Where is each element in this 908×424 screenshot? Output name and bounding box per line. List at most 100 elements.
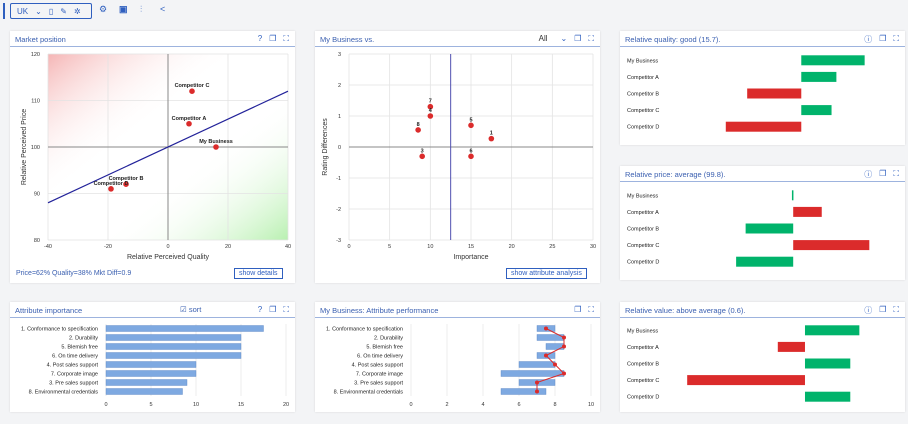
show-details-button[interactable]: show details [234,268,283,279]
my-business-vs-panel: My Business vs. All ⌄ ❐ ⛶ 0 5 10 15 20 25 30 -3-… [315,31,600,283]
relative-quality-chart: My Business Competitor A Competitor B Compe… [627,55,865,132]
my-business-point [562,344,566,349]
category-label: Competitor A [627,75,659,81]
bar [105,325,264,332]
category-label: 7. Corporate image [51,372,98,378]
relative-price-panel: Relative price: average (99.8). ⓘ ❐ ⛶ My B… [620,166,905,280]
country-selector[interactable]: UK ⌄ ▯ ✎ ✲ [10,3,92,19]
x-tick-label: 5 [388,244,391,250]
info-icon[interactable]: ⓘ [864,306,873,315]
range-bar [518,361,556,368]
x-tick-label: 30 [590,244,596,250]
expand-icon[interactable]: ⛶ [893,34,899,43]
help-icon[interactable]: ? [257,305,263,314]
copy-icon[interactable]: ❐ [879,305,887,314]
checkbox-icon[interactable]: ☑ [180,305,187,314]
pencil-icon[interactable]: ✎ [60,6,67,16]
bar [801,71,837,82]
x-tick-label: 20 [225,244,231,250]
bar [801,105,832,116]
value-equivalence-line [47,90,289,204]
chevron-down-icon[interactable]: ⌄ [35,6,42,16]
category-label: Competitor C [627,108,659,114]
range-bar [500,370,565,377]
attribute-importance-chart: 0 5 10 15 20 1. Conformance to specification 2… [21,324,289,408]
category-label: 8. Environmental credentials [29,390,99,396]
excel-icon[interactable]: ▣ [119,4,128,14]
category-label: Competitor B [627,362,659,368]
x-tick-label: 0 [347,244,350,250]
info-icon[interactable]: ⓘ [864,170,873,179]
category-label: Competitor D [627,260,659,266]
data-point [186,120,192,127]
point-label: 3 [421,148,424,154]
copy-icon[interactable]: ❐ [879,169,887,178]
category-label: 2. Durability [69,336,98,342]
category-label: 6. On time delivery [52,354,98,360]
bar [105,334,242,341]
category-label: 4. Post sales support [352,363,404,369]
market-stats: Price=62% Quality=38% Mkt Diff=0.9 [16,270,132,277]
data-point [213,144,219,150]
x-tick-label: 20 [509,244,515,250]
toolbar-divider [3,3,5,19]
expand-icon[interactable]: ⛶ [893,169,899,178]
y-tick-label: -2 [336,207,341,213]
gear-icon[interactable]: ⚙ [99,4,108,14]
panel-title: Attribute importance [15,306,83,315]
copy-icon[interactable]: ❐ [269,34,277,43]
bar [105,388,183,395]
sliders-icon[interactable]: ⫶ [140,4,143,14]
x-tick-label: 0 [104,402,107,408]
point-label: Competitor A [172,116,207,122]
rating-difference-chart: 0 5 10 15 20 25 30 -3 -2 -1 0 1 2 3 7 4 8 5 1 3 6 Importance R… [322,52,596,261]
category-label: Competitor D [627,125,659,131]
y-tick-label: 100 [31,145,40,151]
copy-icon[interactable]: ❐ [269,305,277,314]
category-label: Competitor B [627,227,659,233]
expand-icon[interactable]: ⛶ [283,34,289,43]
data-point [427,103,434,110]
copy-icon[interactable]: ❐ [574,305,582,314]
expand-icon[interactable]: ⛶ [588,305,594,314]
attribute-performance-chart: 0 2 4 6 8 10 1. Conformance to specification 2.… [326,324,594,408]
sort-toggle[interactable]: ☑ sort [180,305,201,314]
y-axis-title: Rating Differences [322,118,329,176]
x-tick-label: 40 [285,244,291,250]
category-label: My Business [627,193,658,199]
data-point [123,181,129,187]
copy-icon[interactable]: ❐ [574,34,582,43]
y-tick-label: 90 [34,192,40,198]
competitor-filter[interactable]: All [538,34,548,43]
bar [687,375,805,386]
show-attribute-analysis-button[interactable]: show attribute analysis [506,268,587,279]
expand-icon[interactable]: ⛶ [283,305,289,314]
expand-icon[interactable]: ⛶ [588,34,594,43]
chevron-down-icon[interactable]: ⌄ [560,34,568,43]
category-label: My Business [627,328,658,334]
bar [105,352,242,359]
data-point [468,122,474,129]
y-tick-label: 2 [338,83,341,89]
sort-label: sort [188,305,202,314]
bar [736,256,794,267]
x-tick-label: -40 [44,244,52,250]
document-icon[interactable]: ▯ [48,6,54,16]
y-tick-label: -1 [336,176,341,182]
expand-icon[interactable]: ⛶ [893,305,899,314]
category-label: Competitor C [627,378,659,384]
copy-icon[interactable]: ❐ [879,34,887,43]
data-point [468,153,474,160]
share-icon[interactable]: < [160,4,166,14]
market-position-chart: -40 -20 0 20 40 80 90 100 110 120 Competitor C Comp… [21,52,291,261]
category-label: 7. Corporate image [356,372,403,378]
info-icon[interactable]: ⓘ [864,35,873,44]
bar [777,341,805,352]
y-tick-label: 110 [31,99,40,105]
network-icon[interactable]: ✲ [73,6,81,16]
relative-price-chart: My Business Competitor A Competitor B Compe… [627,190,870,267]
help-icon[interactable]: ? [257,34,263,43]
x-tick-label: 10 [427,244,433,250]
bar [791,190,794,201]
bar [804,325,860,336]
